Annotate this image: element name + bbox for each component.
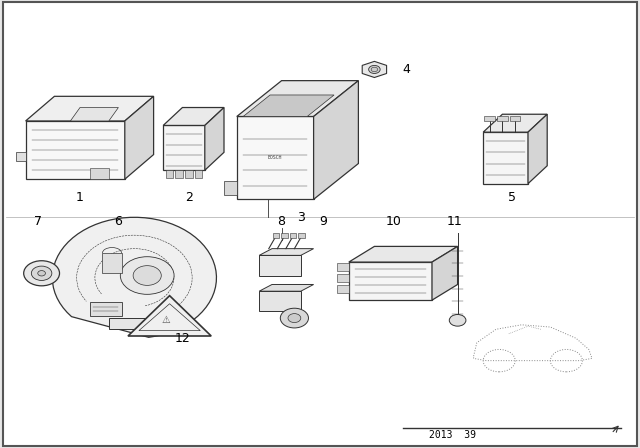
Polygon shape: [259, 284, 314, 291]
Polygon shape: [90, 302, 122, 316]
Polygon shape: [259, 291, 301, 311]
Bar: [273, 233, 279, 238]
Polygon shape: [314, 81, 358, 199]
Polygon shape: [349, 246, 458, 262]
Polygon shape: [26, 121, 125, 179]
Polygon shape: [109, 318, 173, 329]
Polygon shape: [483, 114, 547, 132]
Polygon shape: [70, 108, 118, 121]
Circle shape: [24, 261, 60, 286]
Polygon shape: [102, 253, 122, 273]
Polygon shape: [224, 181, 237, 195]
Circle shape: [120, 257, 174, 294]
Text: 9: 9: [319, 215, 327, 228]
Polygon shape: [90, 168, 109, 179]
Polygon shape: [205, 108, 224, 170]
Polygon shape: [52, 217, 216, 337]
Polygon shape: [259, 255, 301, 276]
Text: 2: 2: [185, 190, 193, 204]
Polygon shape: [128, 296, 211, 336]
Bar: [166, 170, 173, 178]
Text: 5: 5: [508, 190, 516, 204]
Bar: [337, 285, 349, 293]
Circle shape: [31, 266, 52, 280]
Bar: [497, 116, 508, 121]
Bar: [337, 274, 349, 282]
Polygon shape: [163, 125, 205, 170]
Polygon shape: [243, 95, 334, 116]
Text: ⚠: ⚠: [162, 315, 171, 325]
Circle shape: [38, 271, 45, 276]
Text: BOSCH: BOSCH: [268, 155, 282, 160]
Circle shape: [133, 266, 161, 285]
Bar: [298, 233, 305, 238]
Circle shape: [288, 314, 301, 323]
Bar: [175, 170, 183, 178]
Circle shape: [280, 308, 308, 328]
Bar: [185, 170, 193, 178]
Polygon shape: [362, 61, 387, 78]
Circle shape: [449, 314, 466, 326]
Polygon shape: [349, 262, 432, 300]
Polygon shape: [26, 96, 154, 121]
Text: 10: 10: [386, 215, 401, 228]
FancyBboxPatch shape: [3, 2, 637, 446]
Bar: [337, 263, 349, 271]
Text: 3: 3: [297, 211, 305, 224]
Text: 2013  39: 2013 39: [429, 431, 476, 440]
Text: 1: 1: [76, 190, 84, 204]
Bar: [195, 170, 202, 178]
Polygon shape: [237, 116, 314, 199]
Text: 7: 7: [35, 215, 42, 228]
Bar: [484, 116, 495, 121]
Polygon shape: [237, 81, 358, 116]
Bar: [510, 116, 520, 121]
Text: 12: 12: [175, 332, 190, 345]
Polygon shape: [483, 132, 528, 184]
Text: 4: 4: [403, 63, 410, 76]
Text: 8: 8: [278, 215, 285, 228]
Text: 11: 11: [447, 215, 462, 228]
Polygon shape: [163, 108, 224, 125]
Circle shape: [369, 65, 380, 73]
Bar: [281, 233, 287, 238]
Polygon shape: [432, 246, 458, 300]
Polygon shape: [259, 249, 314, 255]
Polygon shape: [528, 114, 547, 184]
Bar: [290, 233, 296, 238]
Polygon shape: [16, 152, 26, 161]
Text: 6: 6: [115, 215, 122, 228]
Polygon shape: [125, 96, 154, 179]
